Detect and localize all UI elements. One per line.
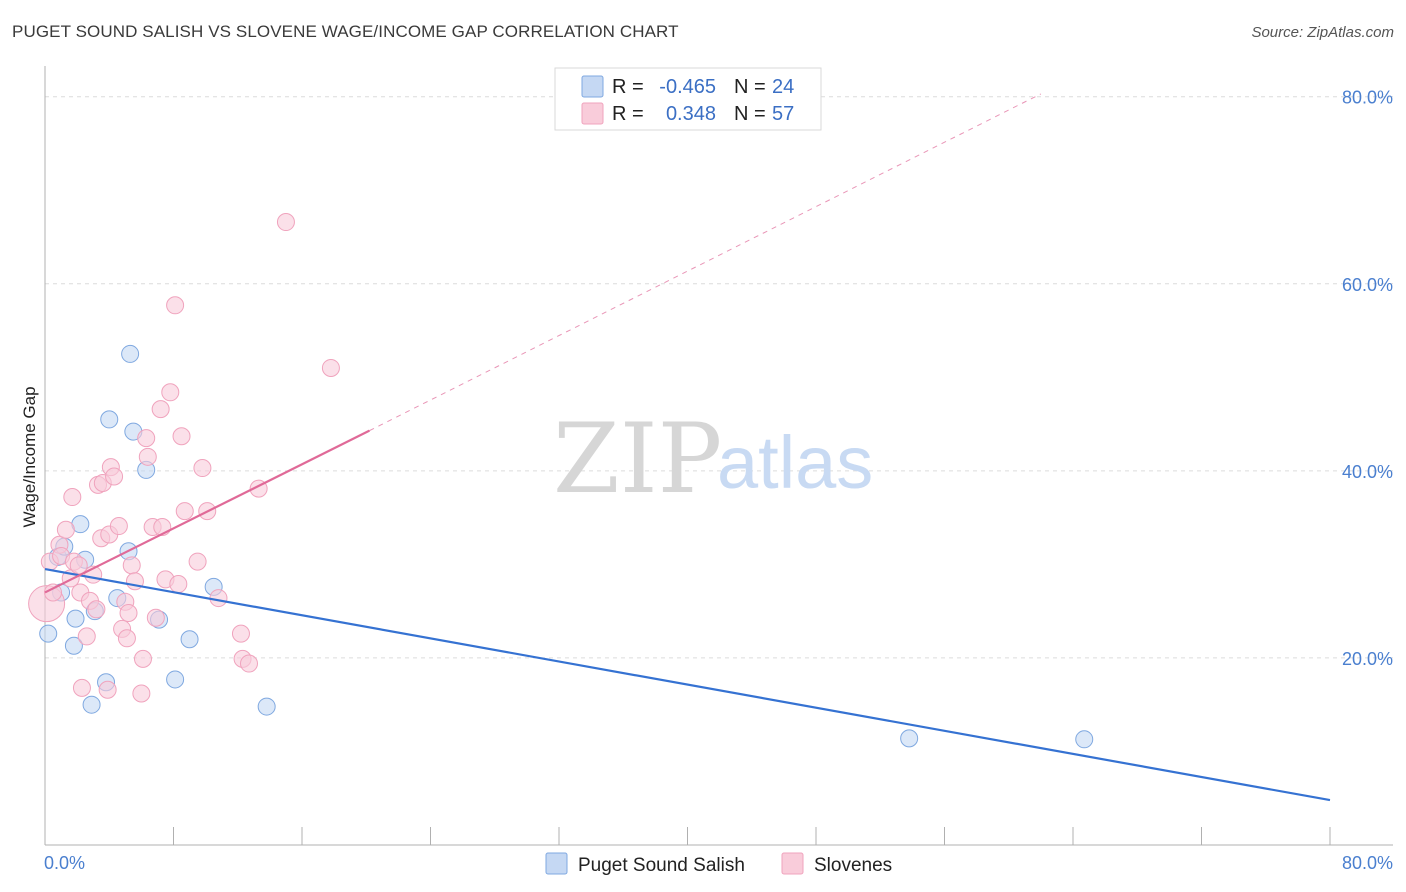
data-point-slovenes — [133, 649, 152, 668]
data-point-slovenes — [117, 629, 136, 648]
data-points — [28, 213, 1094, 749]
legend-n-value: 24 — [772, 76, 794, 98]
data-point-slovenes — [87, 600, 106, 619]
data-point-puget-sound-salish — [1075, 730, 1094, 749]
trend-line-slovenes-extension — [369, 93, 1042, 432]
data-point-puget-sound-salish — [121, 344, 140, 363]
trend-line-puget-sound-salish — [44, 567, 1331, 802]
data-point-puget-sound-salish — [257, 697, 276, 716]
legend-n-label: N = — [734, 103, 766, 125]
data-point-slovenes — [209, 589, 228, 608]
data-point-slovenes — [231, 624, 250, 643]
data-point-puget-sound-salish — [166, 670, 185, 689]
series-legend-label-puget-sound-salish: Puget Sound Salish — [578, 855, 745, 876]
legend: R = -0.465 N = 24 R = 0.348 N = 57 — [554, 67, 822, 131]
x-tick-label-max: 80.0% — [1342, 853, 1393, 873]
data-point-slovenes — [56, 520, 75, 539]
data-point-slovenes — [69, 556, 88, 575]
x-tick-label-min: 0.0% — [44, 853, 85, 873]
data-point-puget-sound-salish — [64, 636, 83, 655]
axes — [44, 66, 1393, 846]
trend-line-slovenes — [44, 429, 370, 594]
data-point-slovenes — [132, 684, 151, 703]
data-point-slovenes — [98, 680, 117, 699]
data-point-slovenes — [193, 459, 212, 478]
data-point-slovenes — [72, 678, 91, 697]
data-point-slovenes — [44, 583, 63, 602]
data-point-slovenes — [63, 488, 82, 507]
y-axis-label: Wage/Income Gap — [20, 386, 39, 527]
legend-n-value: 57 — [772, 103, 794, 125]
data-point-slovenes — [119, 604, 138, 623]
data-point-slovenes — [137, 429, 156, 448]
y-tick-label: 80.0% — [1342, 88, 1393, 108]
data-point-slovenes — [239, 654, 258, 673]
data-point-puget-sound-salish — [100, 410, 119, 429]
legend-swatch-puget-sound-salish — [581, 75, 604, 98]
y-tick-label: 40.0% — [1342, 462, 1393, 482]
data-point-puget-sound-salish — [82, 695, 101, 714]
legend-r-label: R = — [612, 76, 644, 98]
data-point-puget-sound-salish — [180, 630, 199, 649]
data-point-slovenes — [138, 447, 157, 466]
series-legend-label-slovenes: Slovenes — [814, 855, 892, 876]
chart-title: PUGET SOUND SALISH VS SLOVENE WAGE/INCOM… — [12, 22, 679, 41]
data-point-slovenes — [146, 608, 165, 627]
legend-r-value: -0.465 — [659, 76, 716, 98]
legend-r-label: R = — [612, 103, 644, 125]
legend-r-value: 0.348 — [666, 103, 716, 125]
data-point-puget-sound-salish — [39, 624, 58, 643]
data-point-slovenes — [276, 213, 295, 232]
data-point-slovenes — [321, 358, 340, 377]
chart-source: Source: ZipAtlas.com — [1251, 24, 1394, 41]
y-tick-labels: 20.0% 40.0% 60.0% 80.0% — [1342, 88, 1393, 669]
data-point-slovenes — [77, 627, 96, 646]
data-point-slovenes — [188, 552, 207, 571]
data-point-puget-sound-salish — [66, 609, 85, 628]
data-point-slovenes — [161, 383, 180, 402]
series-legend-swatch-puget-sound-salish — [545, 852, 568, 875]
data-point-slovenes — [122, 556, 141, 575]
watermark-atlas: atlas — [717, 421, 873, 504]
series-legend: Puget Sound Salish Slovenes — [545, 852, 892, 876]
data-point-slovenes — [169, 575, 188, 594]
data-point-puget-sound-salish — [900, 729, 919, 748]
legend-swatch-slovenes — [581, 102, 604, 125]
data-point-slovenes — [175, 502, 194, 521]
watermark-zip: ZIP — [553, 403, 722, 515]
y-tick-label: 60.0% — [1342, 275, 1393, 295]
data-point-slovenes — [109, 517, 128, 536]
trend-lines — [44, 93, 1331, 802]
y-tick-label: 20.0% — [1342, 649, 1393, 669]
gridlines — [45, 96, 1393, 659]
series-legend-swatch-slovenes — [781, 852, 804, 875]
legend-n-label: N = — [734, 76, 766, 98]
data-point-slovenes — [172, 427, 191, 446]
data-point-slovenes — [151, 400, 170, 419]
data-point-slovenes — [105, 467, 124, 486]
data-point-slovenes — [166, 296, 185, 315]
watermark: ZIP atlas — [553, 403, 873, 515]
